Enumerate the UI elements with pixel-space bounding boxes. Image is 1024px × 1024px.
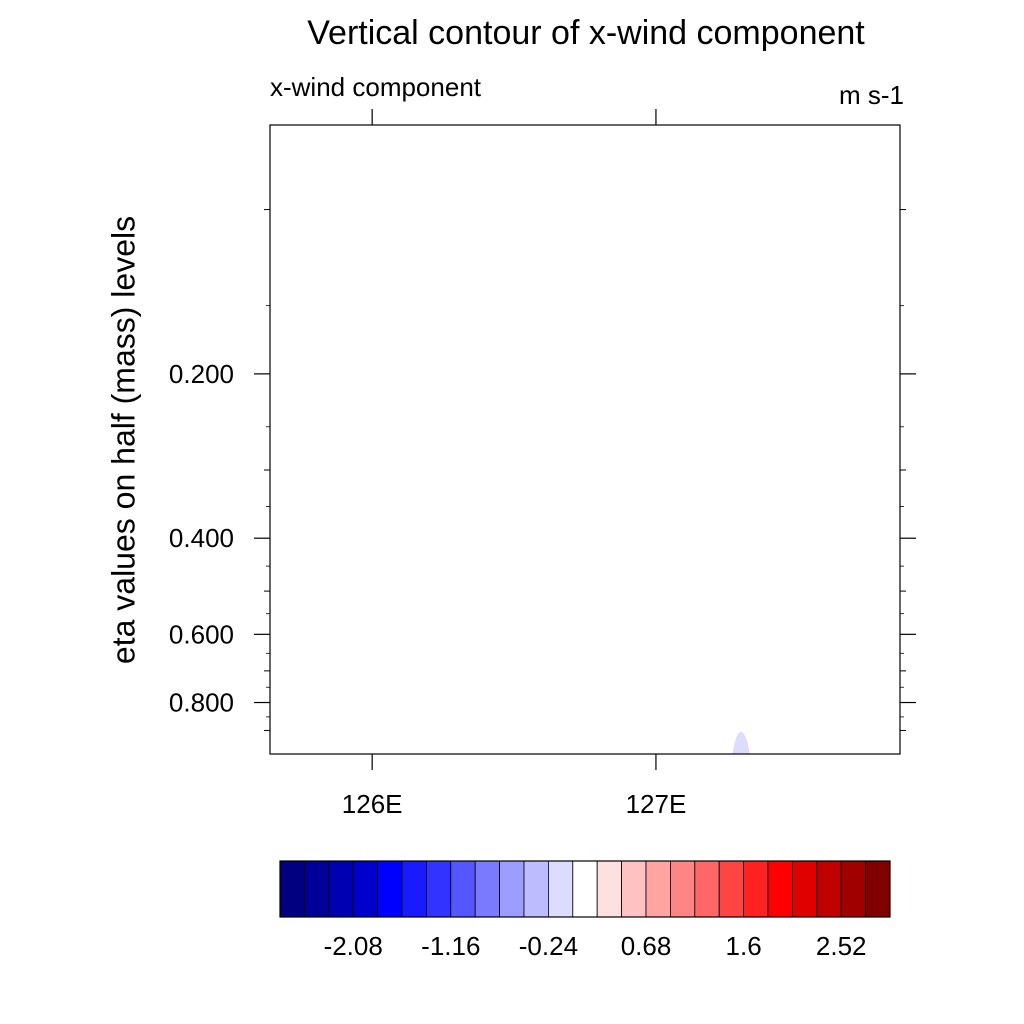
y-axis: 0.200 0.400 0.600 0.800 — [169, 209, 916, 731]
colorbar-box — [718, 860, 745, 918]
colorbar-box — [840, 860, 867, 918]
y-tick-label: 0.200 — [169, 359, 234, 389]
colorbar-box — [694, 860, 720, 918]
colorbar-frame — [279, 860, 891, 918]
x-tick-label: 126E — [342, 789, 403, 819]
colorbar-box — [670, 860, 696, 918]
colorbar-box — [548, 860, 574, 918]
colorbar-box — [596, 860, 623, 918]
colorbar-box — [572, 860, 598, 918]
chart-title: Vertical contour of x-wind component — [307, 14, 865, 52]
colorbar-box — [352, 860, 379, 918]
plot-features — [732, 731, 750, 754]
colorbar-box — [816, 860, 842, 918]
colorbar-label: 0.68 — [621, 931, 672, 961]
colorbar-label: -2.08 — [324, 931, 383, 961]
colorbar-box — [279, 860, 305, 918]
x-axis: 126E 127E — [342, 109, 687, 819]
colorbar-box — [743, 860, 769, 918]
colorbar-box — [792, 860, 818, 918]
colorbar-label: 2.52 — [816, 931, 867, 961]
colorbar-box — [767, 860, 793, 918]
colorbar-box — [450, 860, 476, 918]
shaded-contour-region — [732, 731, 750, 754]
colorbar-box — [645, 860, 671, 918]
colorbar-box — [523, 860, 549, 918]
colorbar-box — [425, 860, 452, 918]
x-tick-label: 127E — [626, 789, 687, 819]
colorbar: -2.08 -1.16 -0.24 0.68 1.6 2.52 — [279, 860, 891, 961]
colorbar-box — [474, 860, 501, 918]
colorbar-box — [499, 860, 525, 918]
colorbar-box — [865, 860, 891, 918]
colorbar-box — [621, 860, 647, 918]
colorbar-box — [401, 860, 427, 918]
colorbar-label: -1.16 — [421, 931, 480, 961]
colorbar-label: -0.24 — [519, 931, 578, 961]
plot-frame — [269, 124, 901, 755]
colorbar-label: 1.6 — [726, 931, 762, 961]
colorbar-box — [303, 860, 330, 918]
y-tick-label: 0.400 — [169, 523, 234, 553]
left-string: x-wind component — [270, 72, 481, 102]
y-tick-label: 0.600 — [169, 619, 234, 649]
colorbar-box — [328, 860, 354, 918]
y-tick-label: 0.800 — [169, 688, 234, 718]
colorbar-box — [377, 860, 403, 918]
units-label: m s-1 — [839, 80, 904, 110]
